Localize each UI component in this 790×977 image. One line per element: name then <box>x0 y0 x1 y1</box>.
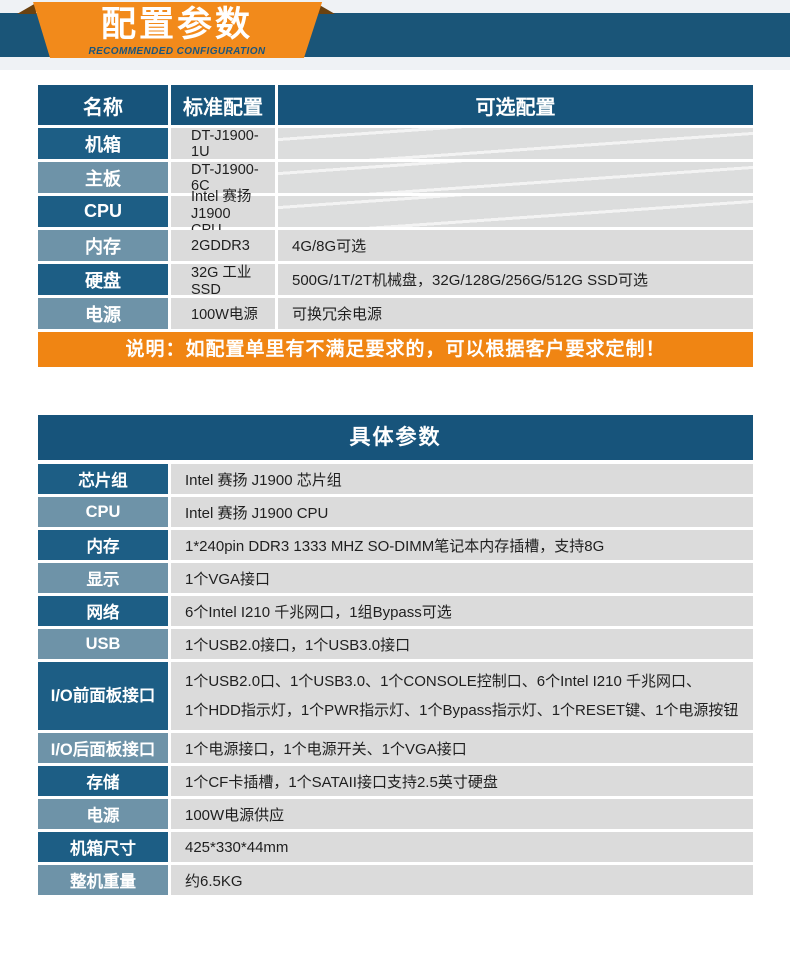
detail-row-value: 1个电源接口，1个电源开关、1个VGA接口 <box>171 733 753 763</box>
detail-row-name: 芯片组 <box>38 464 168 494</box>
ribbon-fold-left-icon <box>17 3 36 14</box>
config-col-header-standard: 标准配置 <box>171 85 275 125</box>
config-row-standard: 32G 工业SSD <box>171 264 275 298</box>
detail-row-value: 1个CF卡插槽，1个SATAII接口支持2.5英寸硬盘 <box>171 766 753 796</box>
page-subtitle: RECOMMENDED CONFIGURATION <box>88 46 266 57</box>
config-row-name: 主板 <box>38 162 168 193</box>
config-row-standard: Intel 赛扬J1900 CPU <box>171 189 275 238</box>
detail-row-value: 1个USB2.0口、1个USB3.0、1个CONSOLE控制口、6个Intel … <box>171 662 753 730</box>
section-gap <box>38 367 753 415</box>
page-title: 配置参数 <box>100 5 253 44</box>
detail-row-value: 6个Intel I210 千兆网口，1组Bypass可选 <box>171 596 753 626</box>
detail-row-value: Intel 赛扬 J1900 芯片组 <box>171 464 753 494</box>
detail-row-value: 1个USB2.0接口，1个USB3.0接口 <box>171 629 753 659</box>
detail-row-name: I/O前面板接口 <box>38 662 168 730</box>
config-row-name: 内存 <box>38 230 168 261</box>
page-header: 配置参数 RECOMMENDED CONFIGURATION <box>0 0 790 70</box>
section-banner: 配置参数 RECOMMENDED CONFIGURATION <box>33 2 323 58</box>
detail-row-value: 1*240pin DDR3 1333 MHZ SO-DIMM笔记本内存插槽，支持… <box>171 530 753 560</box>
config-row-name: 电源 <box>38 298 168 329</box>
detail-row-value: Intel 赛扬 J1900 CPU <box>171 497 753 527</box>
detail-row-value: 1个VGA接口 <box>171 563 753 593</box>
config-row-optional <box>278 128 753 159</box>
config-col-header-name: 名称 <box>38 85 168 125</box>
custom-order-notice: 说明：如配置单里有不满足要求的，可以根据客户要求定制！ <box>38 332 753 367</box>
config-row-standard: 100W电源 <box>171 298 275 329</box>
detail-row-name: 内存 <box>38 530 168 560</box>
detail-row-name: I/O后面板接口 <box>38 733 168 763</box>
detail-row-value: 100W电源供应 <box>171 799 753 829</box>
main-content: 名称 标准配置 可选配置 机箱 DT-J1900-1U 主板 DT-J1900-… <box>38 70 753 895</box>
config-row-name: CPU <box>38 196 168 227</box>
config-row-standard: DT-J1900-6C <box>171 162 275 194</box>
config-table: 名称 标准配置 可选配置 机箱 DT-J1900-1U 主板 DT-J1900-… <box>38 85 753 329</box>
config-row-name: 硬盘 <box>38 264 168 295</box>
config-row-optional: 可换冗余电源 <box>278 298 753 329</box>
config-row-optional: 500G/1T/2T机械盘，32G/128G/256G/512G SSD可选 <box>278 264 753 295</box>
config-row-standard: DT-J1900-1U <box>171 128 275 160</box>
detail-row-name: 网络 <box>38 596 168 626</box>
config-row-standard: 2GDDR3 <box>171 230 275 261</box>
config-row-optional: 4G/8G可选 <box>278 230 753 261</box>
config-row-optional <box>278 162 753 193</box>
detail-row-name: USB <box>38 629 168 659</box>
detail-row-name: 整机重量 <box>38 865 168 895</box>
detail-section-title: 具体参数 <box>38 415 753 460</box>
detail-row-value: 425*330*44mm <box>171 832 753 862</box>
config-row-optional <box>278 196 753 227</box>
detail-row-name: 电源 <box>38 799 168 829</box>
detail-row-name: 机箱尺寸 <box>38 832 168 862</box>
config-col-header-optional: 可选配置 <box>278 85 753 125</box>
detail-row-name: CPU <box>38 497 168 527</box>
detail-row-value: 约6.5KG <box>171 865 753 895</box>
config-row-name: 机箱 <box>38 128 168 159</box>
ribbon-fold-right-icon <box>316 3 335 14</box>
detail-table: 芯片组 Intel 赛扬 J1900 芯片组 CPU Intel 赛扬 J190… <box>38 464 753 895</box>
detail-row-name: 显示 <box>38 563 168 593</box>
detail-row-name: 存储 <box>38 766 168 796</box>
